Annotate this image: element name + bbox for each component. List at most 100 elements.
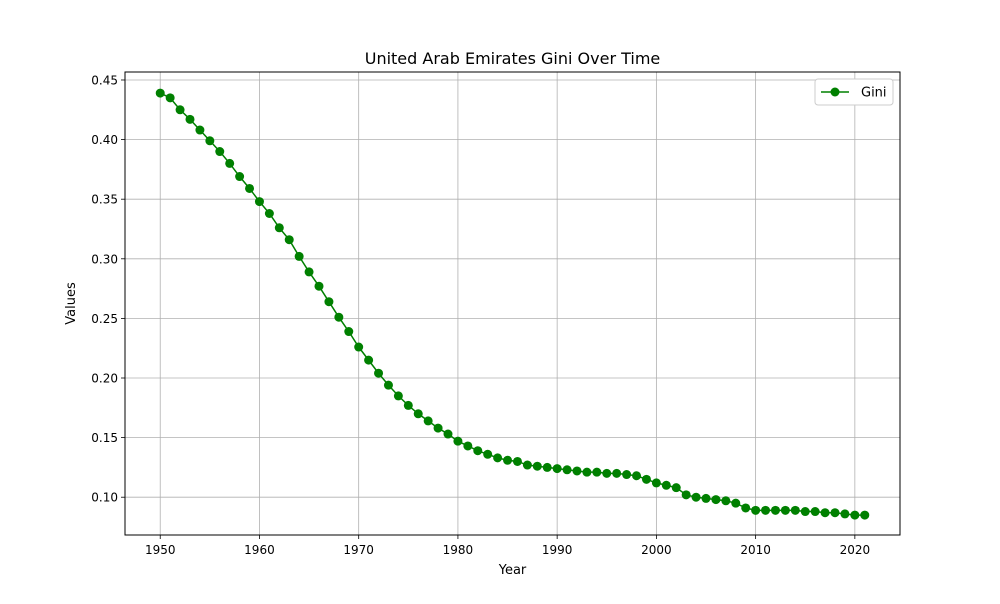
data-point (423, 416, 433, 426)
x-tick-label: 2010 (740, 543, 771, 557)
data-point (751, 505, 761, 515)
data-point (314, 281, 324, 291)
data-point (562, 465, 572, 475)
x-tick-label: 1970 (343, 543, 374, 557)
y-tick-label: 0.25 (91, 312, 118, 326)
data-point (741, 503, 751, 513)
legend-box (814, 78, 894, 106)
data-point (860, 510, 870, 520)
data-point (493, 453, 503, 463)
grid (125, 72, 900, 535)
data-point (790, 505, 800, 515)
data-point (155, 88, 165, 98)
x-tick-label: 1950 (145, 543, 176, 557)
data-point (800, 507, 810, 517)
data-point (602, 468, 612, 478)
x-tick-label: 1980 (443, 543, 474, 557)
x-tick-label: 1990 (542, 543, 573, 557)
data-point (413, 409, 423, 419)
data-point (225, 158, 235, 168)
data-point (334, 312, 344, 322)
data-point (195, 125, 205, 135)
y-axis: 0.10 0.15 0.20 0.25 0.30 0.35 0.40 0.45 (91, 73, 125, 505)
y-tick-label: 0.35 (91, 193, 118, 207)
y-tick-label: 0.10 (91, 491, 118, 505)
data-point (850, 510, 860, 520)
data-point (731, 498, 741, 508)
data-point (274, 223, 284, 233)
data-point (393, 391, 403, 401)
x-axis: 1950 1960 1970 1980 1990 2000 2010 2020 (145, 535, 870, 557)
x-axis-label: Year (498, 563, 527, 578)
data-point (284, 235, 294, 245)
data-point (354, 342, 364, 352)
y-tick-label: 0.40 (91, 133, 118, 147)
data-point (661, 480, 671, 490)
x-tick-label: 2000 (641, 543, 672, 557)
data-point (780, 505, 790, 515)
data-point (532, 461, 542, 471)
data-point (344, 327, 354, 337)
data-point (711, 495, 721, 505)
data-point (572, 466, 582, 476)
data-point (632, 471, 642, 481)
data-point (622, 470, 632, 480)
data-point (473, 446, 483, 456)
data-point (205, 136, 215, 146)
y-tick-label: 0.15 (91, 431, 118, 445)
legend-label-gini: Gini (861, 86, 887, 101)
data-point (512, 456, 522, 466)
data-point (463, 441, 473, 451)
data-point (294, 251, 304, 261)
data-point (304, 267, 314, 277)
data-point (175, 105, 185, 115)
data-point (245, 183, 255, 193)
data-point (433, 423, 443, 433)
data-point (671, 483, 681, 493)
data-point (215, 147, 225, 157)
y-tick-label: 0.45 (91, 73, 118, 87)
data-point (592, 467, 602, 477)
data-point (483, 449, 493, 459)
data-point (582, 467, 592, 477)
data-point (235, 172, 245, 182)
data-point (691, 492, 701, 502)
data-point (612, 468, 622, 478)
data-point (721, 496, 731, 506)
data-point (383, 380, 393, 390)
data-point (374, 368, 384, 378)
data-point (403, 400, 413, 410)
data-point (820, 508, 830, 518)
legend-marker-gini (830, 87, 840, 97)
chart-title: United Arab Emirates Gini Over Time (365, 49, 661, 68)
series-layer (155, 88, 870, 520)
plot-frame (124, 71, 901, 536)
data-point (810, 507, 820, 517)
data-point (701, 493, 711, 503)
data-point (264, 208, 274, 218)
data-point (185, 114, 195, 124)
x-tick-label: 2020 (840, 543, 871, 557)
y-tick-label: 0.30 (91, 252, 118, 266)
data-point (364, 355, 374, 365)
data-point (651, 478, 661, 488)
y-tick-label: 0.20 (91, 372, 118, 386)
data-point (681, 490, 691, 500)
data-point (641, 474, 651, 484)
data-point (761, 505, 771, 515)
data-point (830, 508, 840, 518)
data-point (542, 462, 552, 472)
data-point (840, 509, 850, 519)
data-point (443, 429, 453, 439)
legend: Gini (814, 78, 894, 106)
data-point (522, 460, 532, 470)
data-point (254, 197, 264, 207)
data-point (324, 297, 334, 307)
data-point (453, 436, 463, 446)
data-point (503, 455, 513, 465)
data-point (165, 93, 175, 103)
data-point (770, 505, 780, 515)
x-tick-label: 1960 (244, 543, 275, 557)
